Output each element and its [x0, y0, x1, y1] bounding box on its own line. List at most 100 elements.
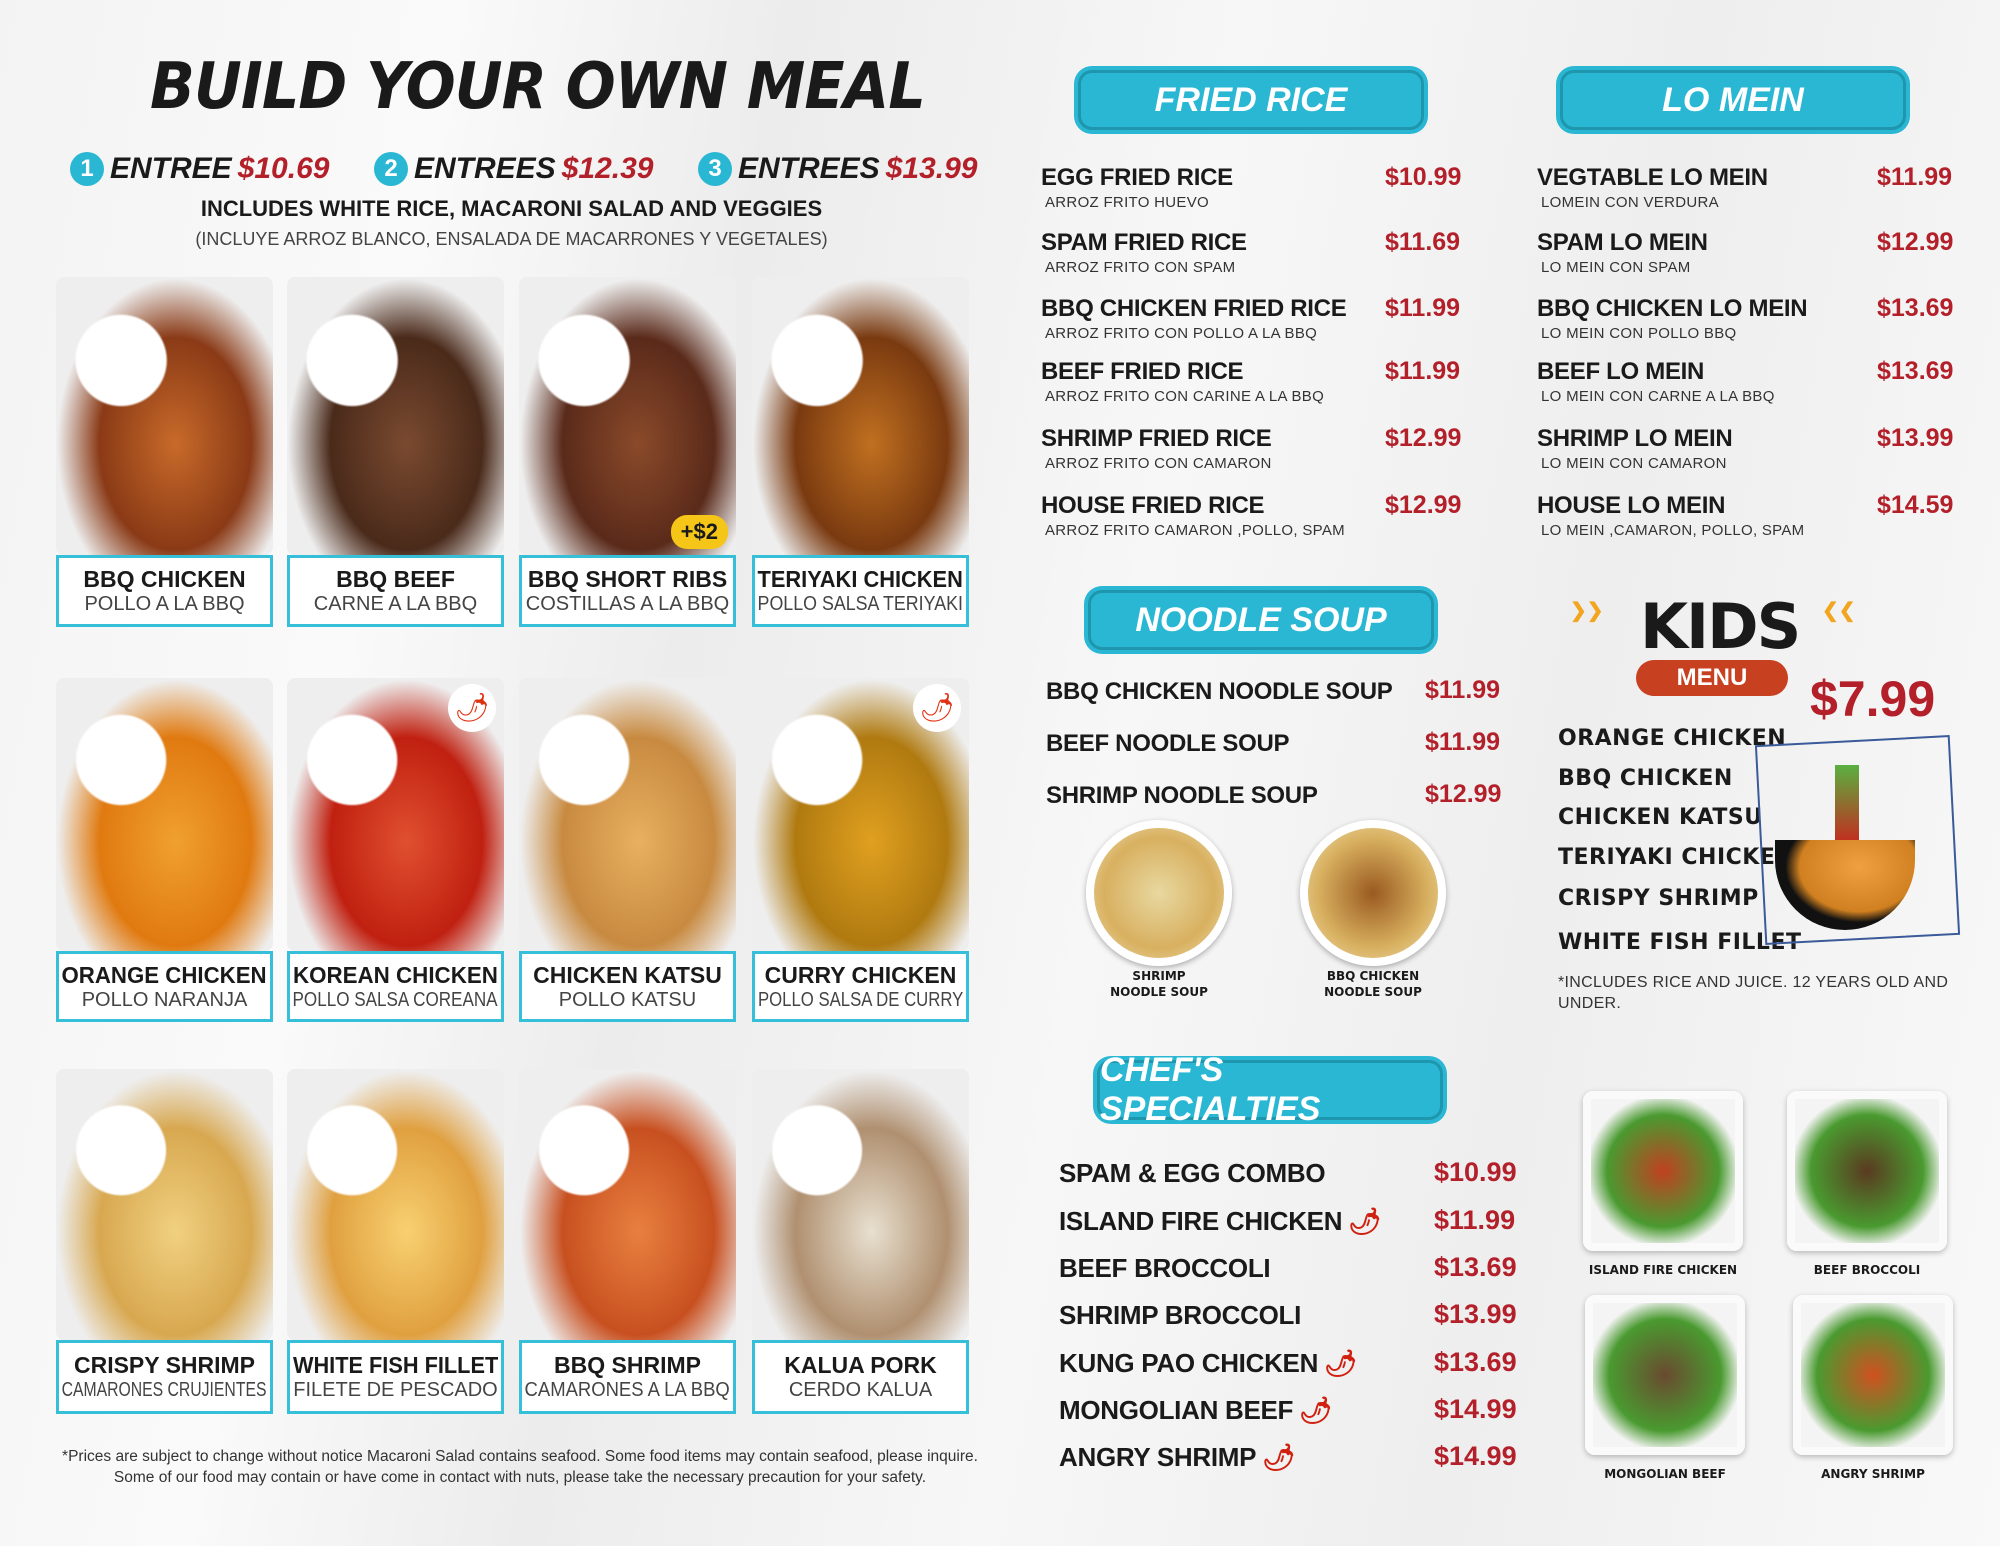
menu-item-price: $14.99 — [1434, 1394, 1517, 1424]
kids-note: *INCLUDES RICE AND JUICE. 12 YEARS OLD A… — [1558, 974, 1949, 1012]
menu-item-name: SHRIMP FRIED RICE — [1041, 425, 1272, 452]
entree-price: $10.69 — [237, 152, 330, 185]
item-name: WHITE FISH FILLET — [292, 1352, 499, 1378]
item-name: BBQ SHRIMP — [554, 1352, 701, 1378]
food-photo — [56, 277, 273, 555]
entree-label: ENTREES — [738, 152, 880, 185]
food-photo — [56, 678, 273, 951]
entree-price-option: 3 ENTREES $13.99 — [698, 152, 977, 186]
menu-item-name: BEEF BROCCOLI — [1059, 1253, 1271, 1284]
specialty-photo — [1793, 1295, 1953, 1455]
menu-item-name: MONGOLIAN BEEF 🌶 — [1059, 1395, 1332, 1426]
item-name-es: FILETE DE PESCADO — [293, 1379, 498, 1401]
kids-menu-badge: MENU — [1636, 660, 1788, 696]
kids-menu-item: ORANGE CHICKEN — [1558, 726, 1787, 751]
spicy-icon: 🌶 — [1348, 1206, 1381, 1236]
item-name-es: POLLO SALSA TERIYAKI — [757, 593, 964, 615]
menu-item-price: $11.99 — [1434, 1205, 1516, 1235]
menu-item-label: CURRY CHICKEN POLLO SALSA DE CURRY — [752, 951, 969, 1022]
kids-menu-item: CHICKEN KATSU — [1558, 805, 1763, 830]
food-photo — [519, 1069, 736, 1340]
photo-caption: BEEF BROCCOLI — [1813, 1263, 1921, 1277]
menu-item-name-es: ARROZ FRITO CON SPAM — [1045, 259, 1236, 276]
menu-item-name: BEEF NOODLE SOUP — [1046, 730, 1290, 757]
photo-caption: SHRIMP — [1132, 969, 1186, 983]
entree-label: ENTREES — [414, 152, 556, 185]
menu-item-label: KALUA PORK CERDO KALUA — [752, 1340, 969, 1414]
menu-item-name: KUNG PAO CHICKEN 🌶 — [1059, 1348, 1357, 1379]
noodle-soup-photo — [1086, 820, 1232, 966]
item-name-es: POLLO NARANJA — [81, 988, 248, 1011]
menu-item-name-es: LO MEIN ,CAMARON, POLLO, SPAM — [1541, 522, 1805, 539]
item-name-text: ANGRY SHRIMP — [1059, 1442, 1257, 1472]
item-name: KALUA PORK — [784, 1352, 937, 1378]
menu-item-price: $13.69 — [1877, 294, 1954, 322]
menu-item-price: $13.69 — [1434, 1347, 1517, 1377]
kids-menu-item: BBQ CHICKEN — [1558, 766, 1733, 791]
menu-item-price: $13.69 — [1877, 357, 1954, 385]
specialty-photo — [1787, 1091, 1947, 1251]
item-name-es: POLLO A LA BBQ — [84, 593, 245, 615]
menu-item-label: CHICKEN KATSU POLLO KATSU — [519, 951, 736, 1022]
kids-menu-item: WHITE FISH FILLET — [1558, 930, 1802, 955]
food-photo — [56, 1069, 273, 1340]
item-name-text: KUNG PAO CHICKEN — [1059, 1348, 1319, 1378]
entree-price: $12.39 — [561, 152, 654, 185]
photo-caption: NOODLE SOUP — [1324, 985, 1422, 999]
menu-item-name: BEEF LO MEIN — [1537, 358, 1705, 385]
menu-item-name: BBQ CHICKEN FRIED RICE — [1041, 295, 1347, 322]
menu-item-name: SHRIMP LO MEIN — [1537, 425, 1733, 452]
menu-item-price: $13.99 — [1434, 1299, 1517, 1329]
menu-item-name: SHRIMP BROCCOLI — [1059, 1300, 1301, 1331]
menu-item-price: $11.99 — [1425, 728, 1501, 756]
price-surcharge-badge: +$2 — [670, 515, 728, 549]
menu-item-label: BBQ BEEF CARNE A LA BBQ — [287, 555, 504, 627]
menu-item-label: KOREAN CHICKEN POLLO SALSA COREANA — [287, 951, 504, 1022]
item-name: ORANGE CHICKEN — [61, 961, 268, 988]
menu-item-name-es: LOMEIN CON VERDURA — [1541, 194, 1719, 211]
menu-item-name: BBQ CHICKEN LO MEIN — [1537, 295, 1808, 322]
item-name: BBQ CHICKEN — [83, 566, 246, 592]
menu-item-label: BBQ SHORT RIBS COSTILLAS A LA BBQ — [519, 555, 736, 627]
item-name-es: POLLO SALSA DE CURRY — [757, 988, 964, 1011]
item-name-es: CAMARONES CRUJIENTES — [62, 1379, 267, 1401]
item-name: CURRY CHICKEN — [764, 961, 957, 988]
menu-item-label: WHITE FISH FILLET FILETE DE PESCADO — [287, 1340, 504, 1414]
kids-menu-item: TERIYAKI CHICKEN — [1558, 845, 1795, 870]
menu-item-price: $10.99 — [1385, 163, 1462, 191]
page-title: BUILD YOUR OWN MEAL — [150, 50, 926, 124]
menu-item-name-es: LO MEIN CON CARNE A LA BBQ — [1541, 388, 1775, 405]
menu-item-name: ANGRY SHRIMP 🌶 — [1059, 1442, 1295, 1473]
menu-item-price: $14.99 — [1434, 1441, 1517, 1471]
item-name: BBQ SHORT RIBS — [527, 566, 728, 592]
menu-item-name: ISLAND FIRE CHICKEN 🌶 — [1059, 1206, 1381, 1237]
menu-item-name: SPAM & EGG COMBO — [1059, 1158, 1326, 1189]
item-name-text: MONGOLIAN BEEF — [1059, 1395, 1294, 1425]
footnote: *Prices are subject to change without no… — [62, 1448, 978, 1486]
food-photo — [287, 277, 504, 555]
menu-item-price: $12.99 — [1425, 780, 1502, 808]
item-name: CHICKEN KATSU — [533, 961, 722, 988]
menu-item-name: HOUSE FRIED RICE — [1041, 492, 1265, 519]
chefs-specialties-banner: CHEF'S SPECIALTIES — [1097, 1051, 1443, 1128]
fried-rice-banner: FRIED RICE — [1078, 70, 1424, 130]
menu-item-price: $14.59 — [1877, 491, 1954, 519]
lo-mein-banner: LO MEIN — [1560, 70, 1906, 130]
spicy-icon: 🌶 — [913, 684, 961, 732]
menu-item-label: CRISPY SHRIMP CAMARONES CRUJIENTES — [56, 1340, 273, 1414]
item-name-es: CARNE A LA BBQ — [313, 593, 478, 615]
item-name-text: ISLAND FIRE CHICKEN — [1059, 1206, 1343, 1236]
burst-decoration-icon: ❮❮ — [1822, 600, 1856, 622]
entree-price-option: 2 ENTREES $12.39 — [374, 152, 653, 186]
kids-title: KIDS — [1640, 590, 1801, 663]
menu-item-label: ORANGE CHICKEN POLLO NARANJA — [56, 951, 273, 1022]
burst-decoration-icon: ❯❯ — [1570, 600, 1604, 622]
item-name-es: POLLO SALSA COREANA — [292, 988, 499, 1011]
menu-item-price: $12.99 — [1877, 228, 1954, 256]
specialty-photo — [1583, 1091, 1743, 1251]
photo-caption: MONGOLIAN BEEF — [1604, 1467, 1726, 1481]
spicy-icon: 🌶 — [1262, 1442, 1295, 1472]
number-badge-icon: 2 — [374, 152, 408, 186]
food-photo — [519, 678, 736, 951]
photo-caption: ISLAND FIRE CHICKEN — [1588, 1263, 1738, 1277]
